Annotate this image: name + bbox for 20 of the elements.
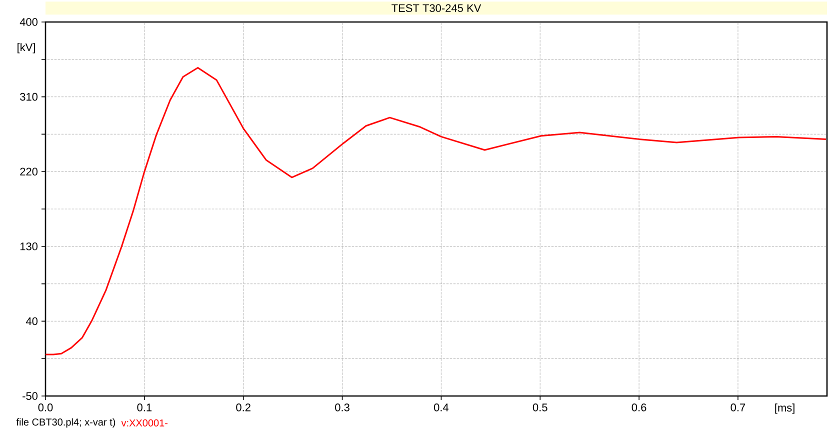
- x-axis-title: [ms]: [775, 404, 794, 414]
- y-tick-label: 40: [26, 317, 38, 326]
- y-tick-label: 220: [20, 168, 38, 176]
- text: v:XX0001-: [121, 419, 168, 426]
- x-tick-label: 0.5: [532, 404, 548, 412]
- x-tick-label: 0.6: [632, 404, 646, 412]
- x-tick-label: 0.7: [730, 404, 746, 412]
- chart-title: TEST T30-245 KV: [392, 4, 482, 12]
- x-tick-label: 0.4: [434, 404, 449, 412]
- x-tick-label: 0.3: [335, 404, 350, 412]
- y-axis-title: [kV]: [18, 43, 35, 54]
- text: file CBT30.pl4; x-var t): [16, 418, 116, 428]
- y-tick-label: 310: [20, 92, 38, 101]
- y-tick-label: 400: [20, 18, 38, 26]
- x-tick-label: 0.2: [236, 404, 250, 412]
- line-series: [44, 66, 827, 356]
- y-tick-label: 130: [20, 242, 38, 250]
- x-tick-label: 0.1: [137, 404, 152, 412]
- x-tick-label: 0.0: [38, 404, 53, 412]
- y-tick-label: -50: [22, 392, 38, 400]
